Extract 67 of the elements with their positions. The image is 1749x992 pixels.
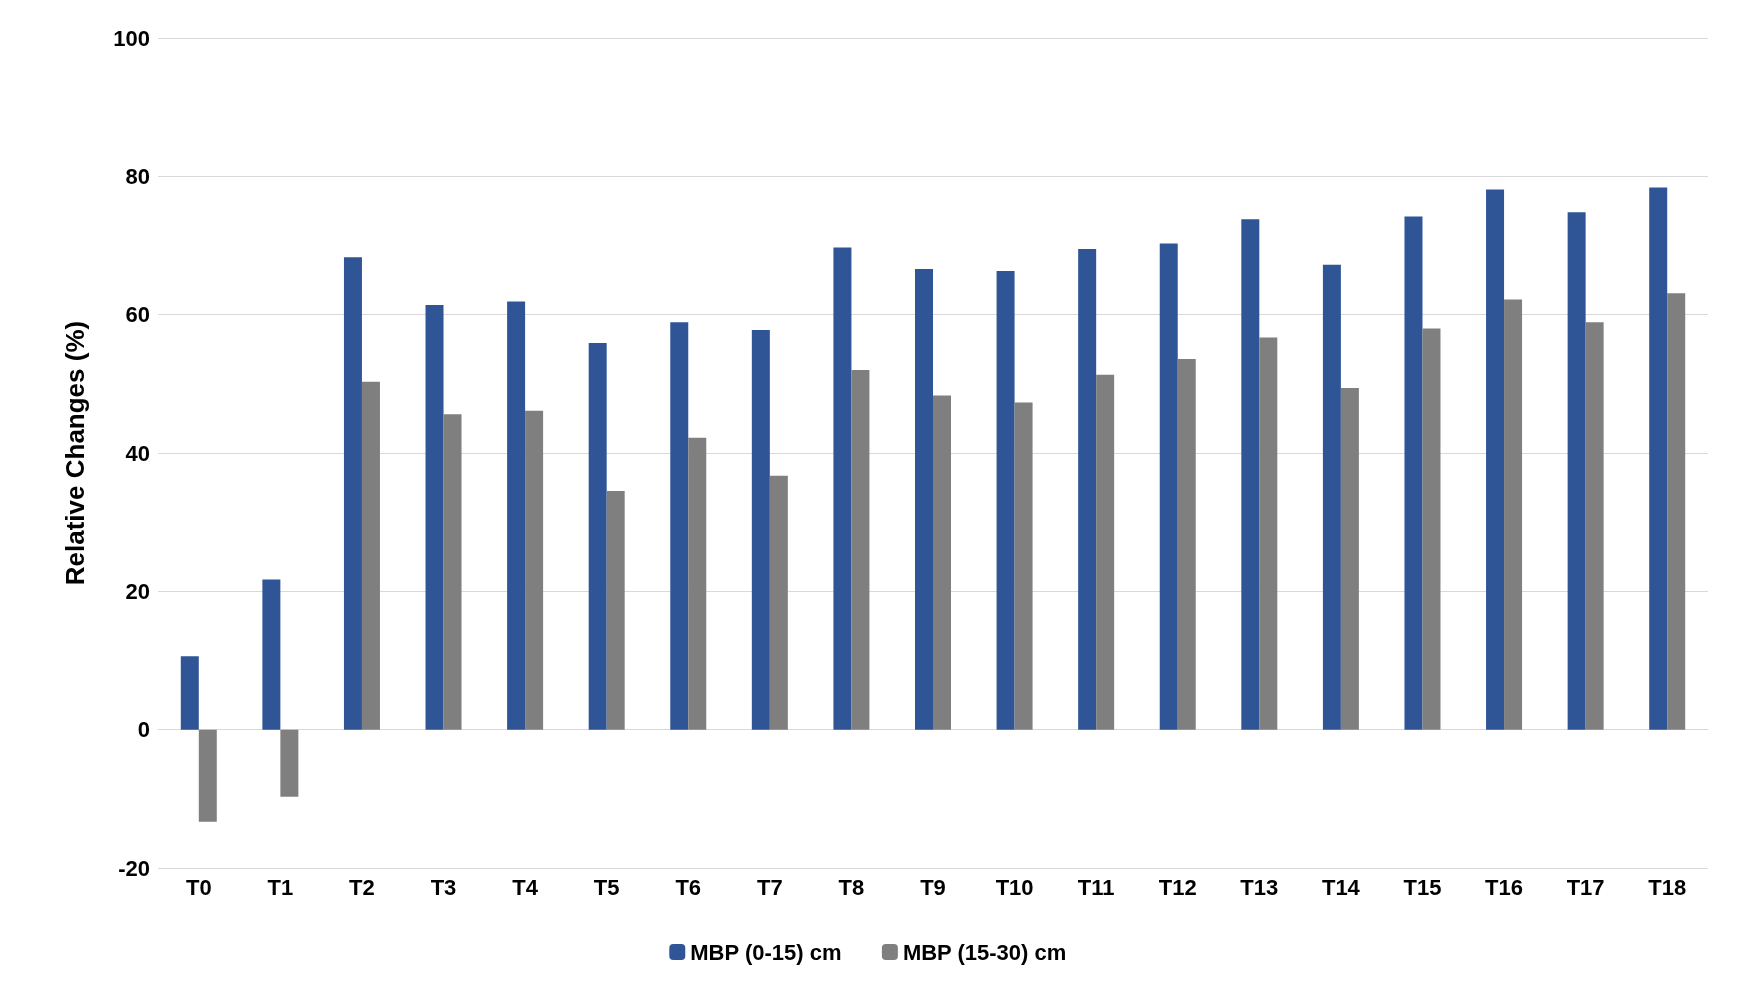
bar xyxy=(180,656,199,730)
bar xyxy=(1404,216,1423,730)
bar xyxy=(1177,358,1196,730)
x-tick-label: T16 xyxy=(1485,874,1524,900)
bar xyxy=(507,301,526,730)
x-tick-label: T0 xyxy=(185,874,212,900)
bar xyxy=(198,729,217,822)
y-tick-label: 20 xyxy=(125,578,150,604)
legend-label: MBP (0-15) cm xyxy=(690,939,842,965)
bar xyxy=(588,343,607,730)
bar xyxy=(933,395,951,730)
y-axis-title: Relative Changes (%) xyxy=(60,320,90,586)
y-tick-label: 0 xyxy=(137,717,150,743)
bar xyxy=(1585,322,1604,730)
bar xyxy=(1322,264,1341,730)
bar xyxy=(751,329,770,730)
bar xyxy=(1241,219,1260,730)
x-tick-label: T5 xyxy=(593,874,620,900)
bar xyxy=(343,257,362,730)
x-tick-label: T4 xyxy=(512,874,539,900)
bar xyxy=(670,322,689,730)
bar xyxy=(1159,243,1178,730)
bar xyxy=(769,475,788,730)
x-tick-label: T17 xyxy=(1566,874,1605,900)
bar xyxy=(361,381,380,730)
x-tick-label: T2 xyxy=(349,874,375,900)
bar xyxy=(996,271,1015,730)
bar xyxy=(1486,189,1505,730)
x-tick-label: T10 xyxy=(995,874,1034,900)
x-tick-label: T1 xyxy=(267,874,294,900)
y-tick-label: 100 xyxy=(113,25,150,51)
y-tick-label: 60 xyxy=(125,302,150,328)
y-tick-label: 40 xyxy=(125,440,150,466)
bar xyxy=(833,247,852,730)
bar xyxy=(1567,212,1586,730)
bar xyxy=(1014,402,1033,730)
x-tick-label: T11 xyxy=(1077,874,1115,900)
bar xyxy=(525,410,544,730)
bar xyxy=(1096,374,1115,730)
bar xyxy=(443,414,462,730)
bar xyxy=(851,370,870,730)
bar xyxy=(1259,337,1278,730)
x-tick-label: T3 xyxy=(430,874,457,900)
bar xyxy=(280,729,299,797)
x-tick-label: T7 xyxy=(757,874,783,900)
x-tick-label: T6 xyxy=(675,874,702,900)
bar xyxy=(1649,187,1668,730)
bar xyxy=(425,304,444,730)
bar xyxy=(1422,328,1441,730)
x-tick-label: T12 xyxy=(1158,874,1197,900)
x-tick-label: T9 xyxy=(920,874,946,900)
x-tick-label: T15 xyxy=(1403,874,1442,900)
x-tick-label: T18 xyxy=(1648,874,1687,900)
x-tick-label: T13 xyxy=(1240,874,1279,900)
bar xyxy=(1078,248,1097,730)
y-tick-label: -20 xyxy=(118,855,150,881)
bar xyxy=(688,437,707,730)
bar xyxy=(1504,299,1523,730)
x-tick-label: T8 xyxy=(838,874,865,900)
bar xyxy=(606,491,625,730)
bar xyxy=(915,269,933,730)
bar xyxy=(262,579,281,730)
x-tick-label: T14 xyxy=(1321,874,1361,900)
bar xyxy=(1340,387,1359,730)
legend-label: MBP (15-30) cm xyxy=(902,939,1067,965)
y-tick-label: 80 xyxy=(125,163,150,189)
bar xyxy=(1667,293,1686,730)
